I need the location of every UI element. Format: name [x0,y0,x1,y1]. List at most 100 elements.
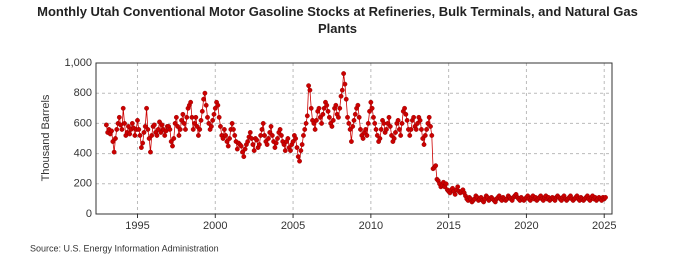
data-point [352,111,358,117]
data-point [129,121,135,126]
data-point [183,127,188,132]
data-point [404,117,410,123]
data-point [155,127,161,132]
y-tick-label: 400 [74,148,92,160]
data-point [190,127,196,132]
y-tick-label: 800 [74,87,92,99]
data-point [403,111,409,117]
data-point [346,121,352,126]
data-point [324,102,330,108]
data-point [111,149,117,155]
data-point [192,121,197,126]
data-point [146,136,152,141]
data-point [162,133,168,138]
data-point [242,146,248,152]
data-point [312,127,318,132]
source-note: Source: U.S. Energy Information Administ… [30,243,219,253]
data-point [356,114,362,120]
data-point [290,139,296,144]
data-point [326,114,332,120]
data-point [142,124,148,129]
data-point [355,102,361,108]
x-tick-label: 2005 [281,220,305,232]
data-point [396,127,402,132]
data-point [175,124,181,129]
y-axis-label: Thousand Barrels [40,94,52,181]
data-point [387,124,393,129]
data-point [426,114,432,120]
data-point [181,121,187,126]
data-point [358,127,363,132]
data-point [201,96,207,102]
data-point [386,114,392,120]
data-point [138,145,144,150]
data-point [116,114,122,120]
data-point [373,127,379,132]
data-point [136,127,142,132]
data-point [266,136,271,141]
data-point [306,83,312,89]
data-point [262,133,267,138]
x-tick-label: 2025 [592,220,616,232]
data-point [319,121,324,126]
data-point [120,105,126,111]
data-point [298,148,304,153]
data-point [159,122,165,128]
data-point [199,108,205,114]
data-point [211,111,217,117]
data-point [278,133,284,138]
y-tick-label: 1,000 [64,57,92,69]
data-point [316,105,322,111]
x-tick-label: 2000 [203,220,227,232]
data-point [369,105,375,111]
data-point [420,136,426,141]
data-point [363,127,369,132]
data-point [188,99,194,105]
data-point [231,127,236,132]
data-point [399,121,405,126]
data-point [342,81,348,87]
data-point [351,117,357,123]
data-point [398,133,404,138]
data-point [206,121,212,126]
data-point [429,133,435,138]
data-point [184,114,190,120]
data-point [329,124,335,129]
data-point [341,71,347,76]
data-point [224,139,230,144]
data-point [393,130,398,135]
data-point [360,136,366,141]
data-point [415,121,420,126]
data-point [173,114,179,120]
data-point [338,93,344,99]
data-point [428,124,433,129]
data-point [208,124,214,129]
plot-frame [95,62,613,215]
data-point [281,142,287,147]
data-point [202,90,208,96]
data-point [443,181,449,187]
data-point [374,133,380,138]
data-point [110,139,116,144]
data-point [293,136,299,141]
data-point [455,184,461,190]
data-point [314,117,319,123]
data-point [419,127,424,132]
data-point [140,140,146,146]
data-point [330,117,336,123]
data-point [179,117,184,123]
data-point [256,142,262,147]
data-point [103,122,109,128]
data-point [408,127,414,132]
data-point [389,133,394,138]
data-point [299,142,305,147]
data-point [402,105,407,111]
x-tick-label: 2020 [514,220,538,232]
data-point [109,128,114,134]
data-point [229,121,235,126]
data-point [367,108,372,114]
data-point [347,127,353,132]
data-point [433,163,439,169]
